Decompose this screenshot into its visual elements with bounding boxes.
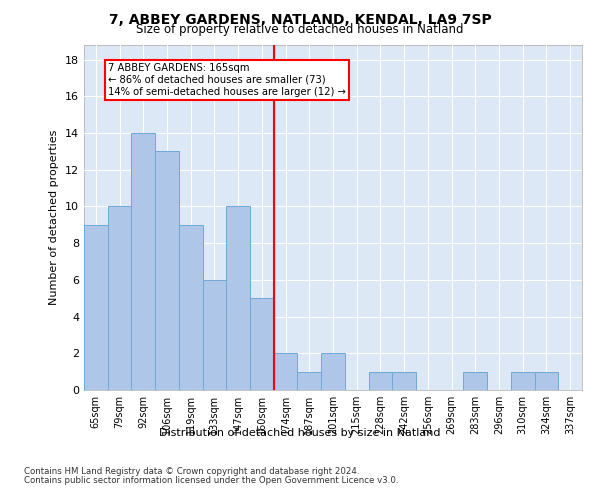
- Y-axis label: Number of detached properties: Number of detached properties: [49, 130, 59, 305]
- Bar: [535, 372, 558, 390]
- Bar: [511, 372, 535, 390]
- Text: Contains public sector information licensed under the Open Government Licence v3: Contains public sector information licen…: [24, 476, 398, 485]
- Bar: [368, 372, 392, 390]
- Text: Size of property relative to detached houses in Natland: Size of property relative to detached ho…: [136, 22, 464, 36]
- Bar: [155, 152, 179, 390]
- Text: Contains HM Land Registry data © Crown copyright and database right 2024.: Contains HM Land Registry data © Crown c…: [24, 468, 359, 476]
- Bar: [321, 354, 345, 390]
- Bar: [392, 372, 416, 390]
- Bar: [463, 372, 487, 390]
- Bar: [108, 206, 131, 390]
- Text: 7, ABBEY GARDENS, NATLAND, KENDAL, LA9 7SP: 7, ABBEY GARDENS, NATLAND, KENDAL, LA9 7…: [109, 12, 491, 26]
- Bar: [250, 298, 274, 390]
- Bar: [298, 372, 321, 390]
- Bar: [179, 225, 203, 390]
- Bar: [203, 280, 226, 390]
- Bar: [131, 133, 155, 390]
- Bar: [274, 354, 298, 390]
- Text: Distribution of detached houses by size in Natland: Distribution of detached houses by size …: [159, 428, 441, 438]
- Text: 7 ABBEY GARDENS: 165sqm
← 86% of detached houses are smaller (73)
14% of semi-de: 7 ABBEY GARDENS: 165sqm ← 86% of detache…: [108, 64, 346, 96]
- Bar: [226, 206, 250, 390]
- Bar: [84, 225, 108, 390]
